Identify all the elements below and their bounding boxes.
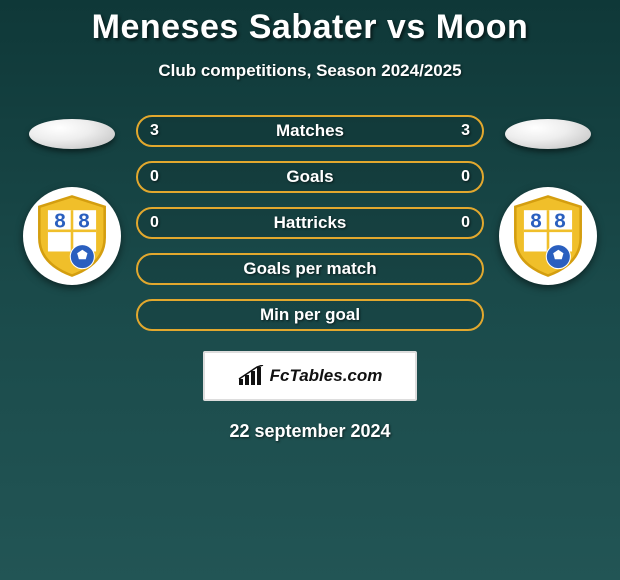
stat-label: Goals <box>138 167 482 187</box>
stat-row-goals-per-match: Goals per match <box>136 253 484 285</box>
badge-number: 8 <box>54 209 65 232</box>
shield-icon: 8 8 <box>505 193 591 279</box>
player-left-column: 8 8 <box>22 115 122 285</box>
content-row: 8 8 3 Matches 3 0 Goals 0 0 <box>0 115 620 331</box>
stat-row-matches: 3 Matches 3 <box>136 115 484 147</box>
infographic-container: Meneses Sabater vs Moon Club competition… <box>0 0 620 442</box>
bar-chart-icon <box>238 365 264 387</box>
page-title: Meneses Sabater vs Moon <box>92 8 529 47</box>
page-subtitle: Club competitions, Season 2024/2025 <box>158 61 461 81</box>
stat-row-goals: 0 Goals 0 <box>136 161 484 193</box>
stat-row-hattricks: 0 Hattricks 0 <box>136 207 484 239</box>
player-right-column: 8 8 <box>498 115 598 285</box>
shield-icon: 8 8 <box>29 193 115 279</box>
player-right-badge: 8 8 <box>499 187 597 285</box>
player-left-badge: 8 8 <box>23 187 121 285</box>
stats-column: 3 Matches 3 0 Goals 0 0 Hattricks 0 Goal… <box>136 115 484 331</box>
player-right-ellipse <box>505 119 591 149</box>
brand-box: FcTables.com <box>203 351 417 401</box>
badge-number: 8 <box>78 209 89 232</box>
stat-label: Hattricks <box>138 213 482 233</box>
badge-number: 8 <box>530 209 541 232</box>
stat-label: Min per goal <box>138 305 482 325</box>
stat-label: Matches <box>138 121 482 141</box>
stat-label: Goals per match <box>138 259 482 279</box>
stat-row-min-per-goal: Min per goal <box>136 299 484 331</box>
infographic-date: 22 september 2024 <box>229 421 390 442</box>
brand-label: FcTables.com <box>270 366 383 386</box>
badge-number: 8 <box>554 209 565 232</box>
player-left-ellipse <box>29 119 115 149</box>
